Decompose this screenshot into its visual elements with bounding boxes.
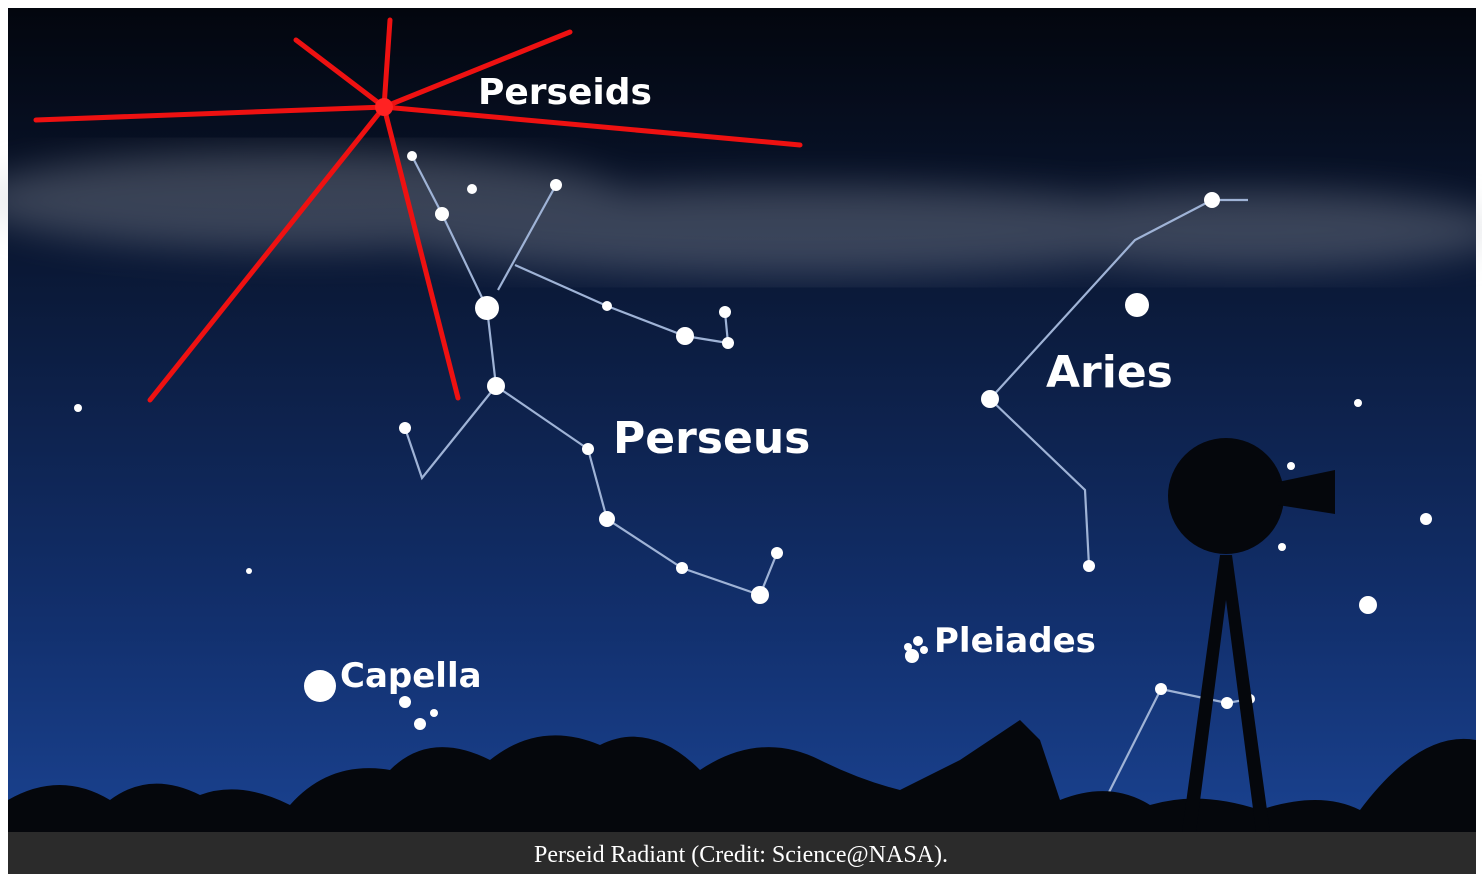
perseids-label: Perseids: [478, 72, 652, 113]
aries-label: Aries: [1046, 347, 1173, 398]
caption: Perseid Radiant (Credit: Science@NASA).: [534, 842, 948, 868]
perseus-label: Perseus: [613, 413, 810, 464]
sky-image: Perseids Perseus Aries Pleiades Capella …: [0, 0, 1482, 874]
pleiades-label: Pleiades: [934, 621, 1096, 661]
capella-label: Capella: [340, 656, 482, 696]
page: {"labels": {"perseids": "Perseids", "per…: [0, 0, 1482, 874]
